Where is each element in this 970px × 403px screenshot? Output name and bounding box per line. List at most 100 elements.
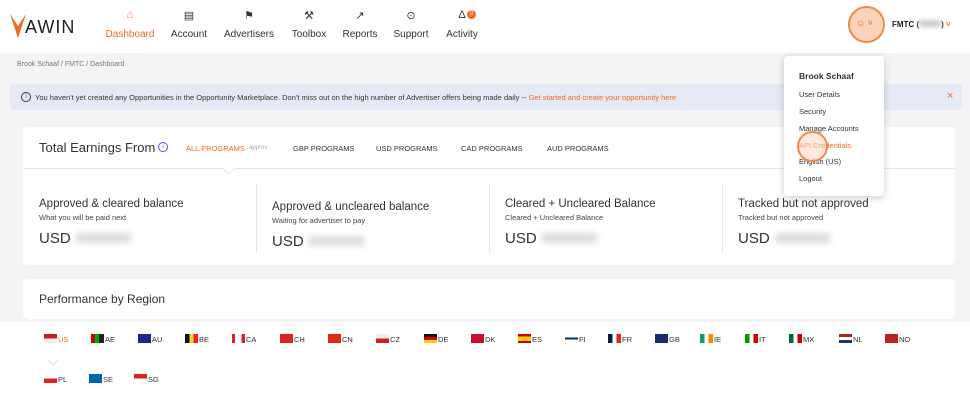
balance-currency: USD — [39, 230, 71, 247]
banner-link[interactable]: Get started and create your opportunity … — [528, 93, 677, 102]
region-flag — [424, 334, 437, 343]
nav-icon: ⚑ — [244, 10, 254, 22]
user-menu-item[interactable]: English (US) — [799, 157, 842, 166]
region-tab[interactable]: IT — [759, 335, 766, 344]
program-tab[interactable]: ALL PROGRAMS — [186, 144, 245, 153]
blurred-amount — [309, 236, 364, 246]
banner-message: You haven't yet created any Opportunitie… — [35, 93, 527, 102]
region-tab[interactable]: CZ — [390, 335, 400, 344]
click-highlight — [797, 131, 828, 162]
logo-icon — [10, 14, 26, 38]
user-menu-name: Brook Schaaf — [799, 71, 854, 81]
region-flag — [745, 334, 758, 343]
region-tab[interactable]: DE — [438, 335, 449, 344]
nav-item[interactable]: Support — [393, 29, 429, 40]
balance-title: Approved & uncleared balance — [272, 201, 430, 213]
region-tab[interactable]: SG — [148, 375, 159, 384]
region-tab[interactable]: US — [58, 335, 69, 344]
account-name-end: ) — [941, 20, 944, 29]
user-menu-item[interactable]: Logout — [799, 174, 822, 183]
region-tab[interactable]: SE — [103, 375, 114, 384]
region-tab[interactable]: AE — [105, 335, 116, 344]
regions-panel — [0, 322, 970, 403]
region-flag — [280, 334, 293, 343]
balance-title: Approved & cleared balance — [39, 198, 184, 210]
nav-icon: ↗ — [355, 10, 365, 22]
nav-icon: Δ — [458, 9, 466, 21]
region-tab[interactable]: ES — [532, 335, 543, 344]
logo-text: AWIN — [25, 17, 76, 37]
info-icon: i — [158, 142, 168, 152]
nav-item[interactable]: Account — [170, 29, 208, 40]
banner-text: You haven't yet created any Opportunitie… — [35, 93, 676, 102]
program-tab[interactable]: AUD PROGRAMS — [547, 144, 609, 153]
balance-currency: USD — [505, 230, 537, 247]
blurred-amount — [775, 233, 830, 243]
region-flag — [376, 334, 389, 343]
region-flag — [565, 334, 578, 343]
banner-close[interactable]: × — [947, 90, 954, 102]
breadcrumb: Brook Schaaf / FMTC / Dashboard — [17, 61, 125, 68]
region-flag — [138, 334, 151, 343]
balance-currency: USD — [272, 233, 304, 250]
nav-icon: ⚒ — [304, 10, 314, 22]
performance-title: Performance by Region — [39, 292, 166, 306]
blurred-amount — [76, 233, 131, 243]
region-flag — [134, 374, 147, 383]
region-flag — [185, 334, 198, 343]
activity-badge: 0 — [467, 10, 476, 19]
region-flag — [518, 334, 531, 343]
region-tab[interactable]: FI — [579, 335, 586, 344]
region-tab[interactable]: AU — [152, 335, 163, 344]
program-tab[interactable]: USD PROGRAMS — [376, 144, 438, 153]
region-tab[interactable]: NL — [853, 335, 863, 344]
user-menu-item[interactable]: Security — [799, 107, 827, 116]
user-menu-item[interactable]: User Details — [799, 90, 840, 99]
region-tab[interactable]: IE — [714, 335, 722, 344]
region-flag — [789, 334, 802, 343]
region-flag — [839, 334, 852, 343]
region-flag — [44, 374, 57, 383]
account-label[interactable]: FMTC () ˅ — [892, 20, 951, 29]
nav-item[interactable]: Toolbox — [291, 29, 327, 40]
nav-icon: ⌂ — [126, 9, 134, 21]
nav-item[interactable]: Dashboard — [105, 29, 155, 40]
balance-title: Tracked but not approved — [738, 198, 869, 210]
region-flag — [471, 334, 484, 343]
column-divider — [489, 183, 490, 253]
region-flag — [328, 334, 341, 343]
column-divider — [722, 183, 723, 253]
region-tab[interactable]: CH — [294, 335, 305, 344]
region-tab[interactable]: CN — [342, 335, 353, 344]
balance-subtitle: Tracked but not approved — [738, 213, 824, 222]
user-menu — [784, 56, 884, 196]
nav-item[interactable]: Activity — [446, 29, 478, 40]
region-flag — [608, 334, 621, 343]
balance-title: Cleared + Uncleared Balance — [505, 198, 656, 210]
region-flag — [700, 334, 713, 343]
user-caret: ☺ ˅ — [856, 18, 873, 28]
region-tab[interactable]: DK — [485, 335, 496, 344]
region-tab[interactable]: FR — [622, 335, 632, 344]
program-tab[interactable]: GBP PROGRAMS — [293, 144, 355, 153]
region-tab[interactable]: CA — [246, 335, 257, 344]
user-button[interactable] — [848, 6, 885, 43]
region-tab[interactable]: PL — [58, 375, 68, 384]
balance-subtitle: What you will be paid next — [39, 213, 127, 222]
region-tab[interactable]: GB — [669, 335, 680, 344]
balance-subtitle: Waiting for advertiser to pay — [272, 216, 366, 225]
region-flag — [91, 334, 104, 343]
region-tab[interactable]: NO — [899, 335, 911, 344]
region-tab[interactable]: MX — [803, 335, 815, 344]
program-tab[interactable]: CAD PROGRAMS — [461, 144, 523, 153]
region-tab[interactable]: BE — [199, 335, 210, 344]
info-icon: i — [21, 92, 31, 102]
nav-item[interactable]: Reports — [342, 29, 378, 40]
region-flag — [885, 334, 898, 343]
header — [0, 0, 970, 53]
nav-item[interactable]: Advertisers — [223, 29, 274, 40]
user-menu-item[interactable]: Manage Accounts — [799, 124, 859, 133]
blurred-amount — [542, 233, 597, 243]
region-flag — [44, 334, 57, 343]
